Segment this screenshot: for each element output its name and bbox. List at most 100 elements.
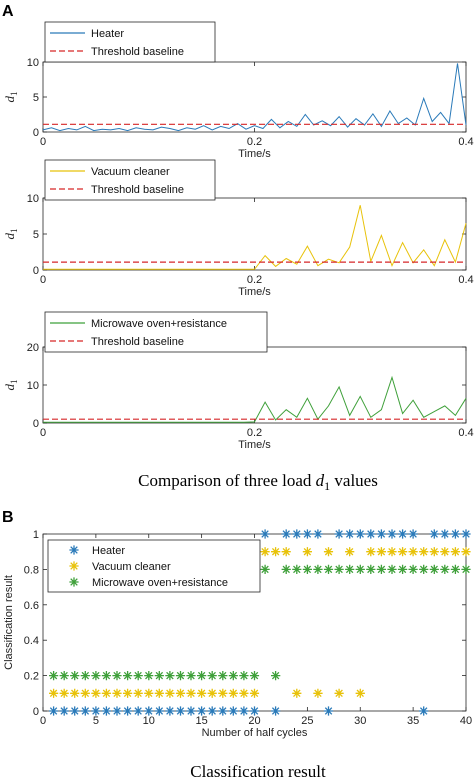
heater-d1-chart: 0 0.2 0.4 0 5 10 Time/s d1 Heater Threshold basel… bbox=[2, 21, 474, 160]
scatter-point bbox=[387, 529, 397, 539]
y-axis-label: Classification result bbox=[3, 575, 15, 670]
legend-box bbox=[47, 539, 261, 593]
scatter-point bbox=[101, 706, 111, 716]
x-tick-label: 5 bbox=[93, 715, 99, 727]
scatter-point bbox=[450, 529, 460, 539]
scatter-point bbox=[461, 547, 471, 557]
scatter-point bbox=[440, 564, 450, 574]
panel-label-b: B bbox=[2, 509, 14, 526]
legend-box bbox=[44, 311, 268, 353]
scatter-point bbox=[292, 564, 302, 574]
scatter-point bbox=[239, 706, 249, 716]
scatter-point bbox=[397, 529, 408, 539]
axes-frame bbox=[42, 197, 467, 271]
scatter-point bbox=[249, 706, 260, 716]
scatter-point bbox=[408, 529, 418, 539]
y-tick-label: 0.2 bbox=[24, 671, 39, 683]
x-axis-label: Number of half cycles bbox=[202, 727, 308, 739]
scatter-point bbox=[133, 688, 143, 698]
scatter-point bbox=[366, 529, 376, 539]
scatter-point bbox=[91, 671, 101, 681]
scatter-point bbox=[154, 688, 164, 698]
x-tick-label: 0.4 bbox=[458, 136, 473, 148]
scatter-point bbox=[302, 529, 312, 539]
scatter-point bbox=[144, 688, 154, 698]
y-tick-label: 20 bbox=[27, 342, 39, 354]
scatter-point bbox=[355, 564, 365, 574]
legend-label: Heater bbox=[92, 545, 125, 557]
scatter-point bbox=[440, 547, 450, 557]
scatter-point bbox=[59, 671, 69, 681]
part-a-caption: Comparison of three load d1 values bbox=[138, 471, 378, 493]
scatter-point bbox=[387, 564, 397, 574]
scatter-point bbox=[186, 706, 196, 716]
y-tick-label: 0.8 bbox=[24, 564, 39, 576]
scatter-point bbox=[165, 671, 175, 681]
legend-marker bbox=[69, 577, 79, 587]
scatter-point bbox=[80, 688, 90, 698]
x-tick-label: 0.2 bbox=[247, 274, 262, 286]
scatter-point bbox=[197, 706, 207, 716]
scatter-point bbox=[450, 564, 460, 574]
x-tick-label: 20 bbox=[248, 715, 260, 727]
legend-box bbox=[44, 21, 216, 63]
scatter-point bbox=[144, 671, 154, 681]
legend-marker bbox=[69, 545, 79, 555]
legend-label: Threshold baseline bbox=[91, 184, 184, 196]
scatter-point bbox=[355, 688, 365, 698]
legend: Heater Vacuum cleaner Microwave oven+resis… bbox=[47, 539, 261, 593]
scatter-point bbox=[186, 688, 196, 698]
scatter-point bbox=[186, 671, 196, 681]
scatter-point bbox=[70, 671, 80, 681]
scatter-point bbox=[228, 688, 238, 698]
scatter-point bbox=[440, 529, 450, 539]
scatter-point bbox=[228, 671, 238, 681]
scatter-point bbox=[197, 688, 207, 698]
x-tick-label: 0.2 bbox=[247, 136, 262, 148]
x-tick-label: 40 bbox=[460, 715, 472, 727]
scatter-point bbox=[376, 529, 386, 539]
y-tick-label: 0 bbox=[33, 706, 39, 718]
scatter-point bbox=[80, 671, 90, 681]
scatter-point bbox=[70, 688, 80, 698]
scatter-point bbox=[376, 564, 386, 574]
scatter-point bbox=[366, 564, 376, 574]
scatter-point bbox=[91, 706, 101, 716]
x-tick-label: 0 bbox=[40, 274, 46, 286]
x-axis-label: Time/s bbox=[238, 148, 271, 160]
scatter-point bbox=[239, 688, 249, 698]
scatter-point bbox=[165, 706, 175, 716]
scatter-point bbox=[302, 564, 312, 574]
scatter-point bbox=[387, 547, 397, 557]
scatter-point bbox=[123, 706, 133, 716]
y-tick-label: 0 bbox=[33, 127, 39, 139]
scatter-point bbox=[271, 671, 281, 681]
y-tick-label: 10 bbox=[27, 57, 39, 69]
microwave-d1-chart: 0 0.2 0.4 0 10 20 Time/s d1 Microwave oven+resis… bbox=[2, 311, 474, 451]
legend-label: Microwave oven+resistance bbox=[91, 318, 227, 330]
y-tick-label: 10 bbox=[27, 193, 39, 205]
scatter-point bbox=[218, 706, 228, 716]
scatter-point bbox=[218, 688, 228, 698]
x-tick-label: 0 bbox=[40, 427, 46, 439]
scatter-point bbox=[345, 547, 355, 557]
scatter-point bbox=[207, 688, 217, 698]
x-tick-label: 0 bbox=[40, 136, 46, 148]
part-b-caption: Classification result bbox=[190, 762, 326, 780]
scatter-point bbox=[334, 564, 344, 574]
x-tick-label: 10 bbox=[143, 715, 155, 727]
scatter-point bbox=[408, 564, 418, 574]
scatter-point bbox=[112, 688, 122, 698]
data-series-line bbox=[42, 63, 467, 132]
scatter-point bbox=[59, 706, 69, 716]
x-tick-label: 30 bbox=[354, 715, 366, 727]
y-axis-label: d1 bbox=[2, 229, 19, 240]
scatter-point bbox=[313, 564, 323, 574]
legend-box bbox=[44, 159, 216, 201]
scatter-point bbox=[461, 564, 471, 574]
y-tick-label: 5 bbox=[33, 229, 39, 241]
scatter-point bbox=[302, 547, 312, 557]
scatter-point bbox=[323, 706, 334, 716]
scatter-point bbox=[292, 688, 302, 698]
